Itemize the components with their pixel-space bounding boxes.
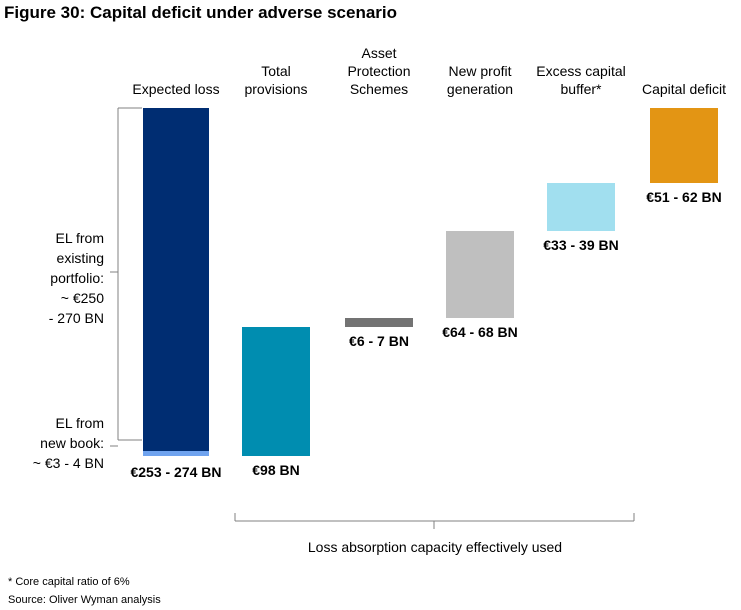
header-expected-loss: Expected loss [116, 80, 236, 98]
header-line: Schemes [349, 81, 409, 97]
el-new-book-label: EL from new book: ~ €3 - 4 BN [10, 413, 104, 473]
header-asset-protection-schemes: Asset Protection Schemes [319, 44, 439, 98]
value-label-new-profit-generation: €64 - 68 BN [442, 323, 518, 340]
bar-total-provisions [242, 326, 310, 456]
annotation-line: - 270 BN [48, 310, 104, 326]
header-line: Protection [347, 63, 411, 79]
annotation-line: portfolio: [50, 270, 104, 286]
annotation-line: EL from [55, 415, 105, 431]
bar-new-profit-generation [446, 230, 514, 318]
header-total-provisions: Total provisions [216, 62, 336, 98]
header-line: Expected loss [132, 81, 220, 97]
footnote-core-capital: * Core capital ratio of 6% [8, 576, 130, 588]
value-label-total-provisions: €98 BN [252, 462, 300, 478]
bar-asset-protection-schemes [345, 317, 413, 327]
bar-expected-loss [143, 108, 209, 456]
el-existing-portfolio-label: EL from existing portfolio: ~ €250 - 270 BN [10, 228, 104, 328]
header-excess-capital-buffer: Excess capital buffer* [521, 62, 641, 98]
annotation-line: EL from [55, 230, 105, 246]
header-new-profit-generation: New profit generation [420, 62, 540, 98]
header-line: Excess capital [536, 63, 626, 79]
bar-capital-deficit [650, 108, 718, 183]
annotation-line: existing [56, 250, 104, 266]
header-line: Capital deficit [641, 81, 727, 97]
bar-expected-loss-new-book [143, 451, 209, 456]
chart-title: Figure 30: Capital deficit under adverse… [4, 3, 398, 22]
bracket-label: Loss absorption capacity effectively use… [307, 539, 563, 555]
annotation-line: new book: [40, 435, 104, 451]
header-line: New profit [448, 63, 512, 79]
value-label-capital-deficit: €51 - 62 BN [646, 188, 722, 205]
header-line: provisions [244, 81, 308, 97]
header-line: Total [261, 63, 291, 79]
header-line: Asset [361, 45, 397, 61]
footnote-source: Source: Oliver Wyman analysis [8, 594, 161, 606]
header-capital-deficit: Capital deficit [624, 80, 741, 98]
annotation-line: ~ €3 - 4 BN [32, 455, 104, 471]
value-label-excess-capital-buffer: €33 - 39 BN [543, 236, 619, 253]
bar-excess-capital-buffer [547, 183, 615, 231]
value-label-asset-protection-schemes: €6 - 7 BN [349, 332, 409, 349]
header-line: buffer* [560, 81, 602, 97]
annotation-line: ~ €250 [60, 290, 104, 306]
value-label-expected-loss: €253 - 274 BN [130, 464, 222, 480]
header-line: generation [446, 81, 514, 97]
